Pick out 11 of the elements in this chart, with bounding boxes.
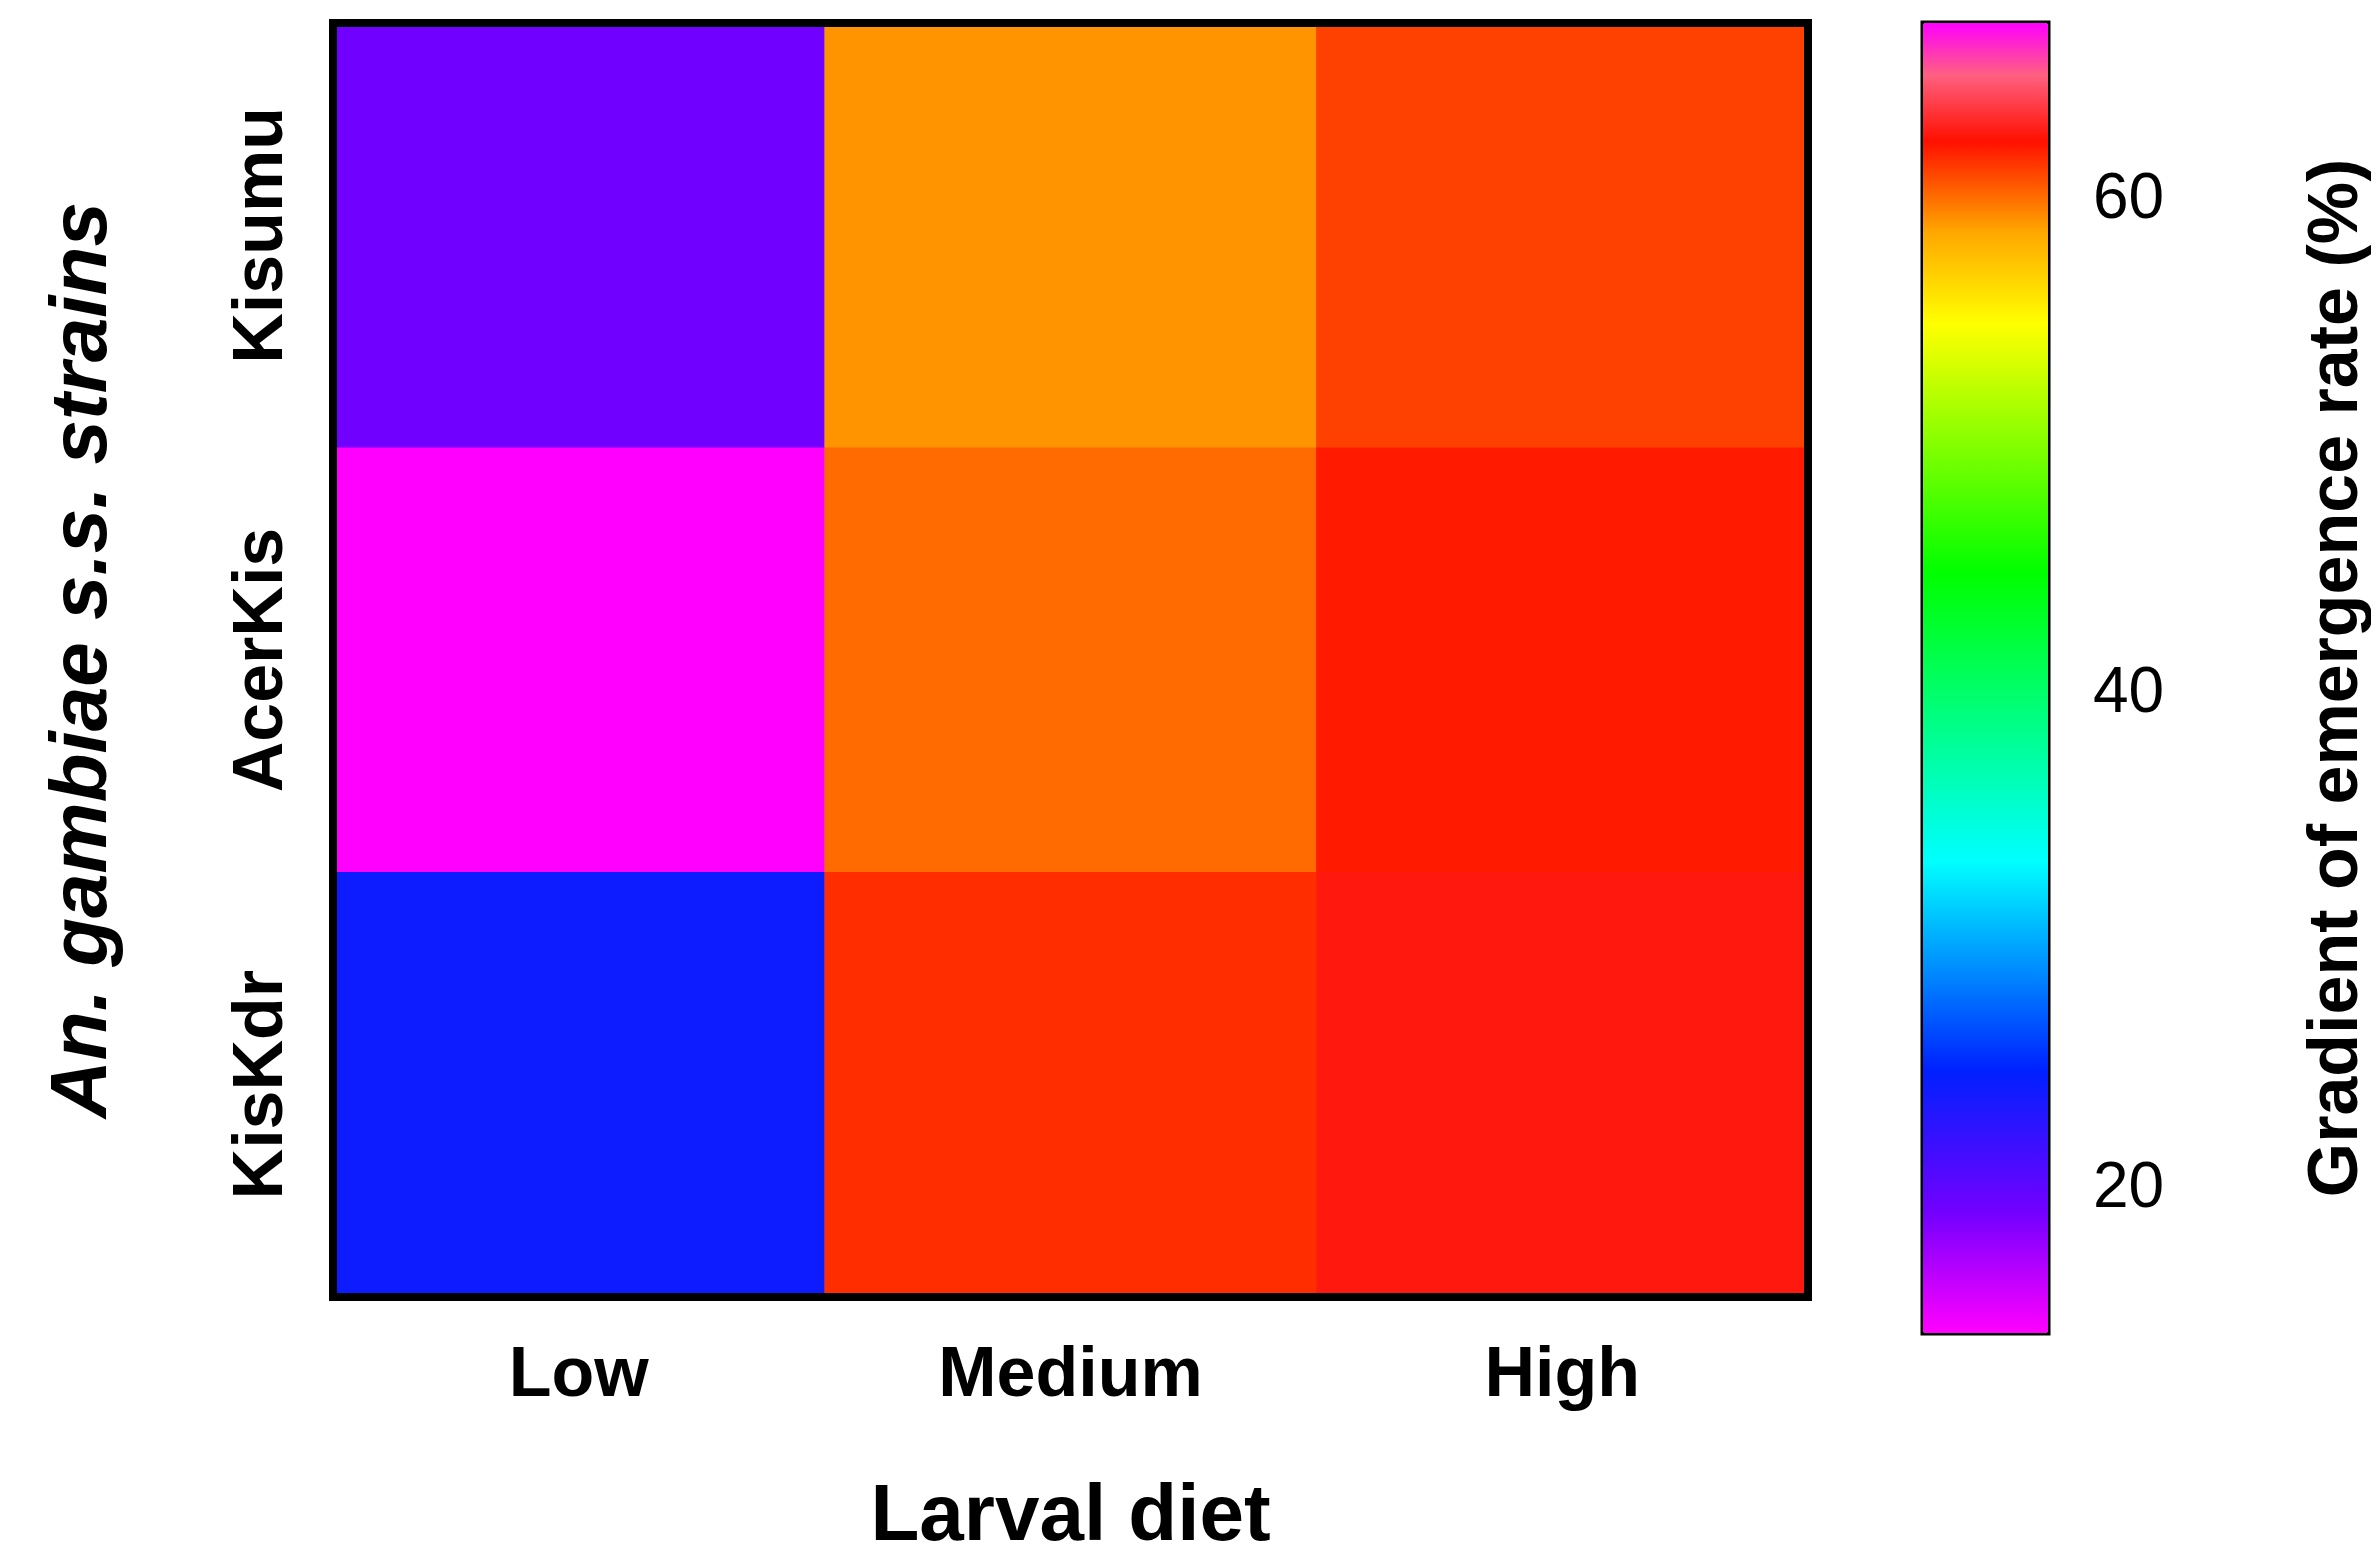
x-tick-label: Low — [508, 1333, 650, 1411]
y-tick-label: KisKdr — [219, 969, 297, 1200]
x-tick-label: Medium — [938, 1333, 1203, 1411]
y-axis-title: An. gambiae s.s. strains — [33, 202, 123, 1120]
y-tick-label: AcerKis — [219, 527, 297, 793]
x-axis-title: Larval diet — [870, 1467, 1271, 1557]
x-tick-label: High — [1484, 1333, 1640, 1411]
color-bar-label: 60 — [2093, 160, 2165, 233]
color-bar-label: 20 — [2093, 1148, 2165, 1221]
color-bar-label: 40 — [2093, 654, 2165, 727]
y-tick-label: Kisumu — [219, 106, 297, 364]
